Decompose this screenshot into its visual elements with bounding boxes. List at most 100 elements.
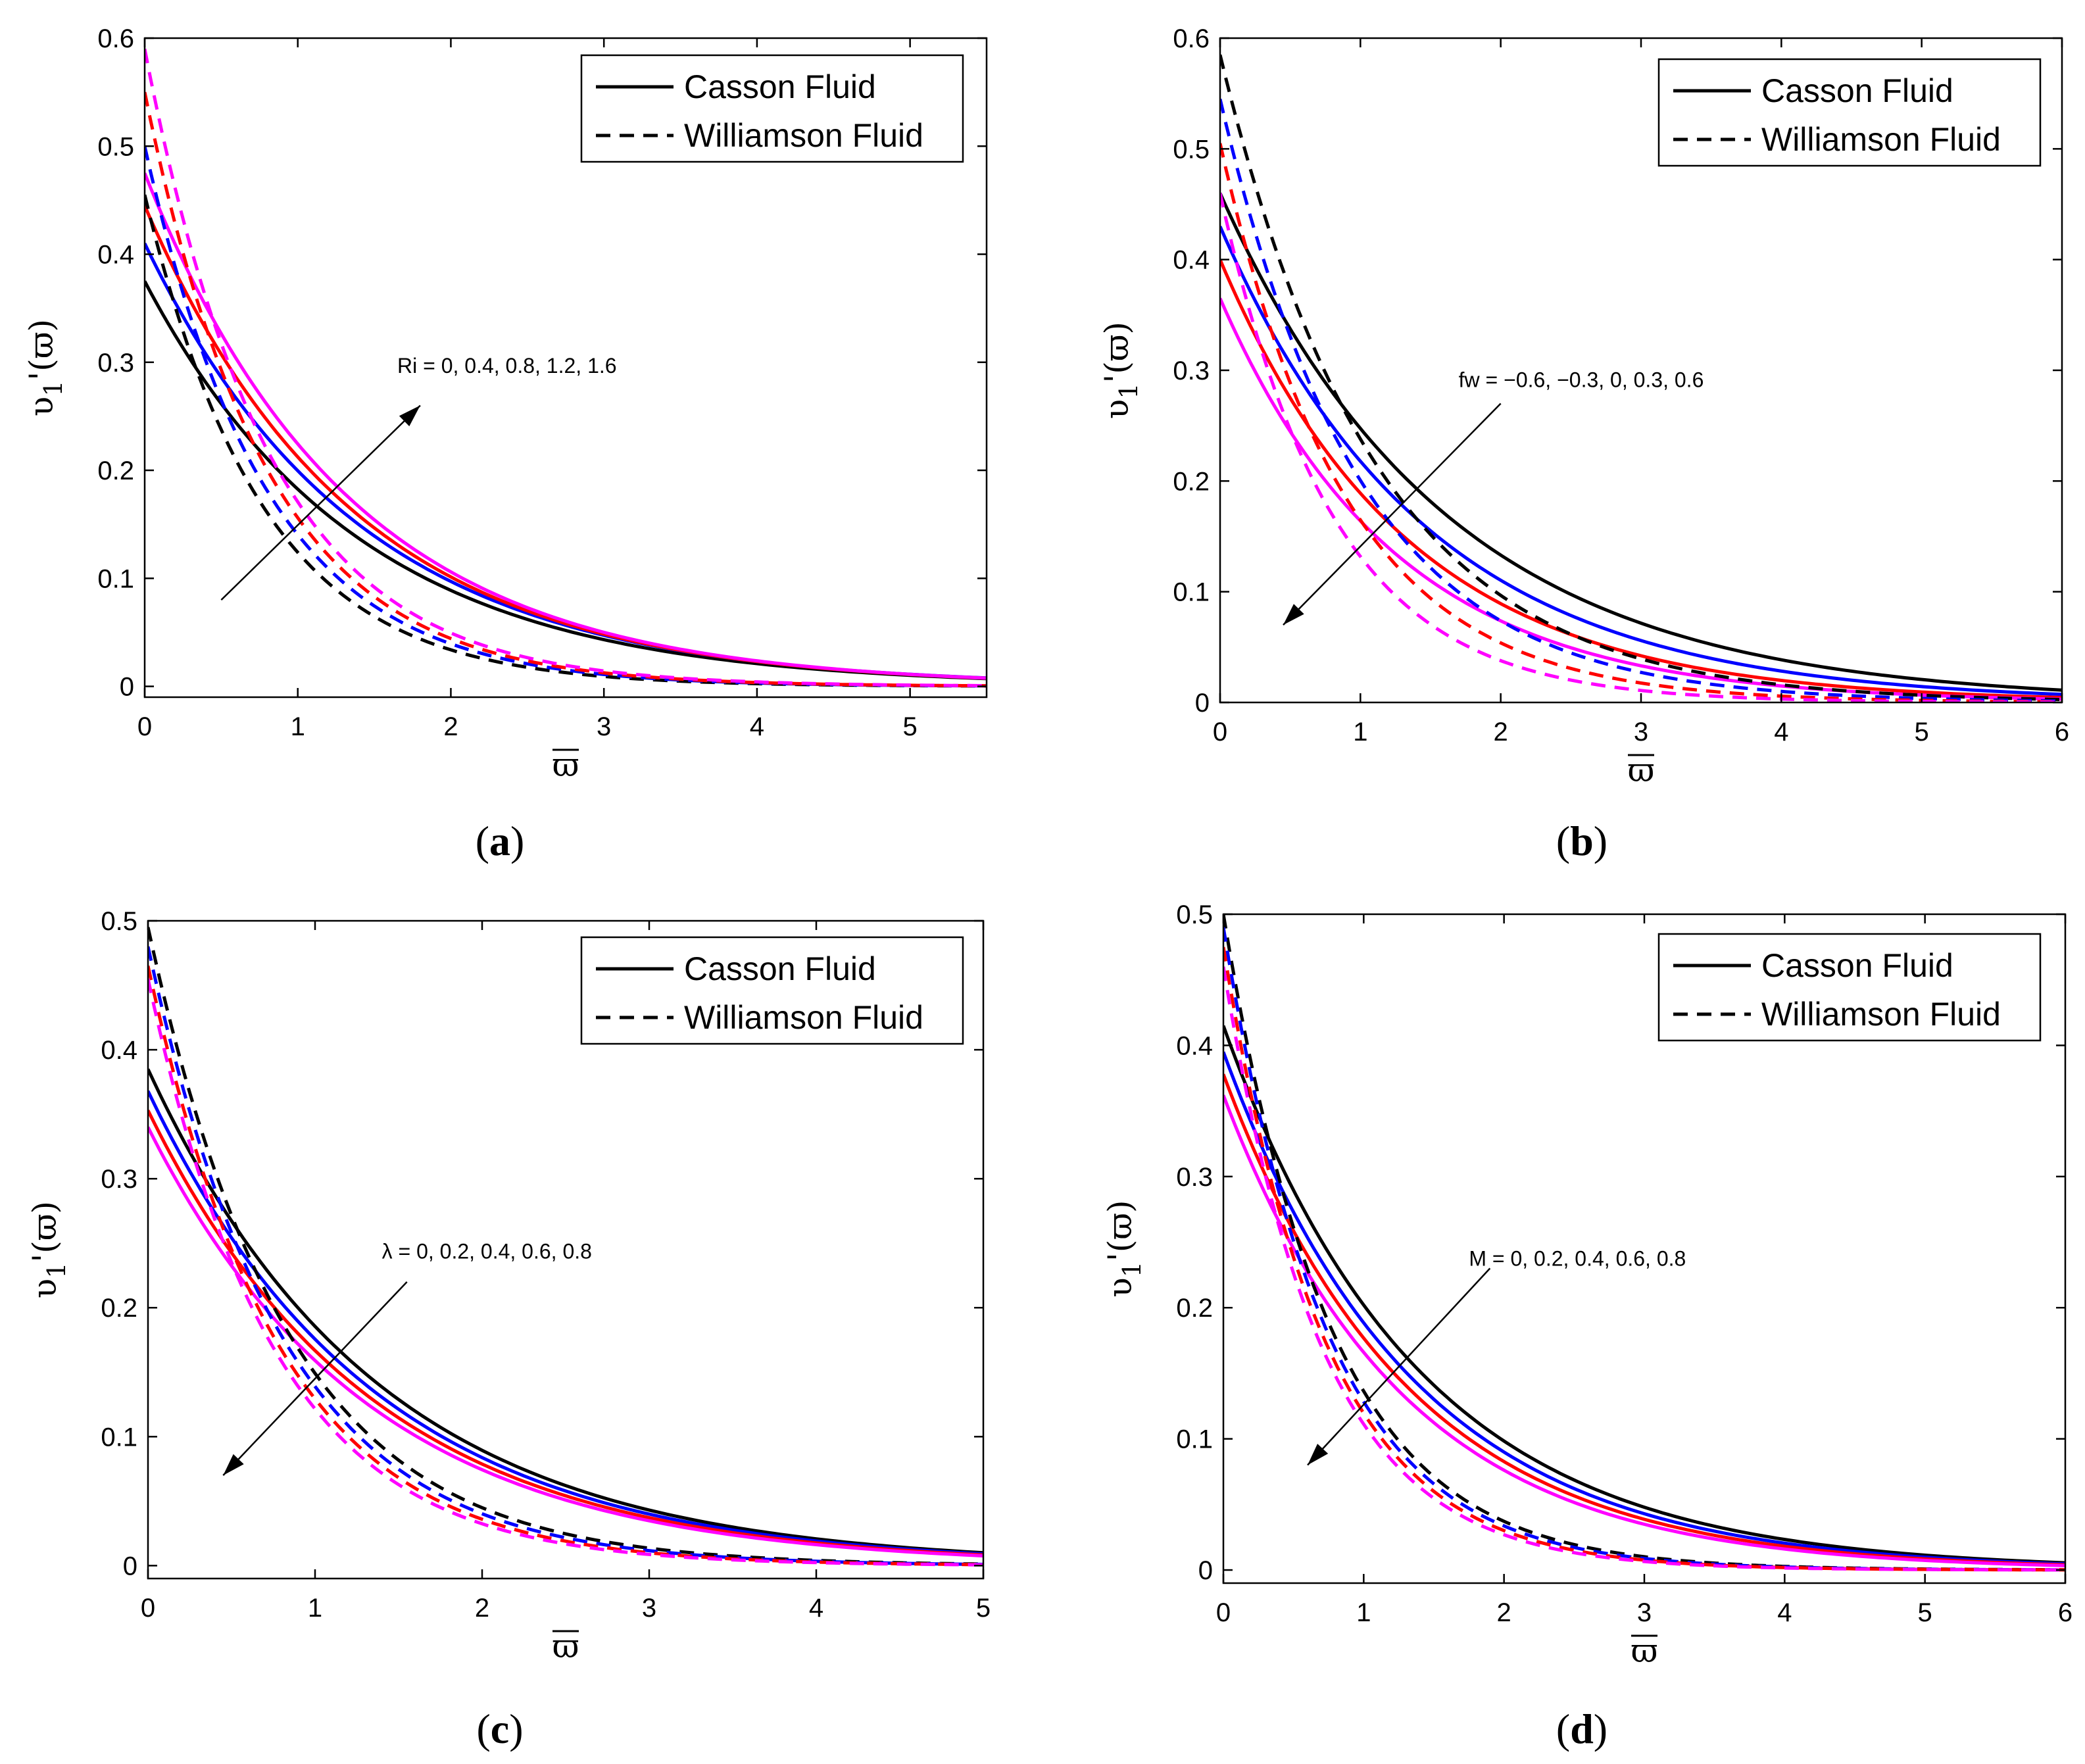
annotation-text: Ri = 0, 0.4, 0.8, 1.2, 1.6 [397, 354, 617, 378]
annotation-arrow-head [1308, 1444, 1329, 1465]
x-axis-label: ϖ [552, 1627, 579, 1665]
legend-entry: Casson Fluid [1761, 947, 1953, 984]
y-axis-label: υ1'(ϖ) [26, 1201, 71, 1298]
series-line-casson-3 [145, 172, 987, 680]
annotation-arrow-shaft [220, 404, 421, 601]
panel-caption: (b) [1556, 818, 1607, 864]
y-tick-label: 0.3 [101, 1165, 137, 1194]
y-tick-label: 0.6 [1173, 24, 1210, 53]
x-tick-label: 5 [1918, 1598, 1932, 1627]
legend-entry: Casson Fluid [1761, 72, 1953, 109]
y-tick-label: 0 [120, 673, 134, 702]
y-axis-label: υ1'(ϖ) [1101, 1200, 1146, 1297]
legend-entry: Williamson Fluid [684, 999, 923, 1036]
legend-entry: Casson Fluid [684, 68, 876, 105]
series-line-williamson-4 [1220, 54, 2062, 702]
annotation-arrow-head [399, 405, 420, 427]
x-axis-label: ϖ [552, 746, 579, 784]
legend-entry: Casson Fluid [684, 950, 876, 987]
series-line-casson-3 [1223, 1094, 2065, 1567]
panel-caption: (a) [476, 818, 525, 864]
chart-panel-c: 0 1 2 3 4 5 0 0.1 0.2 0.3 0.4 0.5 ϖ υ1'(ϖ) Casson Flui… [26, 907, 991, 1752]
x-axis-label: ϖ [1631, 1632, 1658, 1670]
axes-frame [147, 919, 985, 1580]
x-tick-label: 2 [443, 712, 458, 741]
x-tick-label: 3 [1637, 1598, 1652, 1627]
y-tick-label: 0.4 [1173, 246, 1210, 275]
y-tick-label: 0.5 [101, 907, 137, 936]
x-tick-label: 3 [1634, 718, 1648, 747]
panels-group: 0 1 2 3 4 5 0 0.1 0.2 0.3 0.4 0.5 0.6 ϖ υ1'(ϖ) Casson F… [22, 24, 2073, 1752]
y-tick-label: 0.2 [97, 456, 134, 485]
series-group [145, 48, 987, 688]
x-tick-label: 2 [1494, 718, 1508, 747]
legend-box [580, 54, 964, 163]
x-tick-label: 4 [809, 1594, 823, 1623]
x-tick-label: 3 [642, 1594, 656, 1623]
series-line-casson-2 [1223, 1073, 2065, 1567]
y-tick-label: 0.4 [101, 1036, 137, 1065]
series-line-casson-1 [1220, 226, 2062, 697]
series-line-casson-0 [145, 280, 987, 681]
y-tick-label: 0.5 [1173, 135, 1210, 164]
annotation-text: λ = 0, 0.2, 0.4, 0.6, 0.8 [382, 1240, 592, 1263]
y-axis-label: υ1'(ϖ) [22, 319, 68, 416]
legend-entry: Williamson Fluid [1761, 121, 2001, 158]
y-tick-label: 0.5 [1176, 900, 1213, 929]
y-tick-label: 0.3 [1176, 1163, 1213, 1192]
legend-box [1657, 58, 2042, 167]
series-line-williamson-4 [148, 927, 983, 1566]
y-tick-label: 0.2 [101, 1294, 137, 1323]
x-tick-label: 5 [903, 712, 918, 741]
y-tick-label: 0 [1195, 689, 1210, 718]
chart-panel-b: 0 1 2 3 4 5 6 0 0.1 0.2 0.3 0.4 0.5 0.6 ϖ υ1'(ϖ) Casson … [1098, 24, 2069, 864]
series-line-casson-0 [1220, 192, 2062, 692]
x-tick-label: 0 [141, 1594, 155, 1623]
x-tick-label: 0 [1216, 1598, 1231, 1627]
annotation-arrow-shaft [222, 1281, 408, 1476]
series-group [1223, 914, 2065, 1572]
legend: Casson Fluid Williamson Fluid [1657, 58, 2042, 167]
series-line-williamson-7 [145, 48, 987, 687]
panel-caption: (c) [476, 1705, 523, 1752]
y-tick-label: 0.5 [97, 132, 134, 161]
legend-box [580, 936, 964, 1045]
y-tick-label: 0.1 [1173, 578, 1210, 607]
series-line-williamson-7 [148, 978, 983, 1567]
y-tick-label: 0.4 [97, 241, 134, 270]
x-tick-label: 4 [1774, 718, 1788, 747]
legend-entry: Williamson Fluid [684, 117, 923, 154]
series-line-casson-0 [1223, 1025, 2065, 1565]
x-tick-label: 2 [475, 1594, 489, 1623]
x-tick-label: 6 [2055, 718, 2069, 747]
x-tick-label: 1 [308, 1594, 322, 1623]
annotation-text: M = 0, 0.2, 0.4, 0.6, 0.8 [1469, 1246, 1686, 1270]
x-tick-label: 0 [137, 712, 152, 741]
y-tick-label: 0.2 [1176, 1294, 1213, 1323]
y-tick-label: 0.2 [1173, 467, 1210, 496]
annotation-text: fw = −0.6, −0.3, 0, 0.3, 0.6 [1459, 368, 1704, 391]
x-tick-label: 4 [1777, 1598, 1792, 1627]
legend: Casson Fluid Williamson Fluid [580, 54, 964, 163]
y-tick-label: 0.3 [97, 349, 134, 378]
series-line-williamson-5 [145, 145, 987, 688]
series-line-williamson-7 [1220, 193, 2062, 702]
y-tick-label: 0.1 [97, 564, 134, 593]
series-group [148, 927, 983, 1567]
series-line-casson-1 [1223, 1051, 2065, 1566]
annotation-arrow-head [1283, 604, 1304, 625]
legend: Casson Fluid Williamson Fluid [580, 936, 964, 1045]
x-tick-label: 5 [1915, 718, 1929, 747]
series-line-williamson-6 [1223, 946, 2065, 1572]
panel-caption: (d) [1556, 1705, 1607, 1752]
chart-panel-a: 0 1 2 3 4 5 0 0.1 0.2 0.3 0.4 0.5 0.6 ϖ υ1'(ϖ) Casson F… [22, 24, 988, 864]
legend-entry: Williamson Fluid [1761, 996, 2001, 1033]
axes-frame [143, 37, 988, 698]
series-line-casson-1 [148, 1090, 983, 1556]
x-tick-label: 4 [750, 712, 764, 741]
y-tick-label: 0.1 [101, 1423, 137, 1452]
x-tick-label: 0 [1213, 718, 1227, 747]
x-tick-label: 1 [1356, 1598, 1371, 1627]
series-line-williamson-7 [1223, 966, 2065, 1572]
